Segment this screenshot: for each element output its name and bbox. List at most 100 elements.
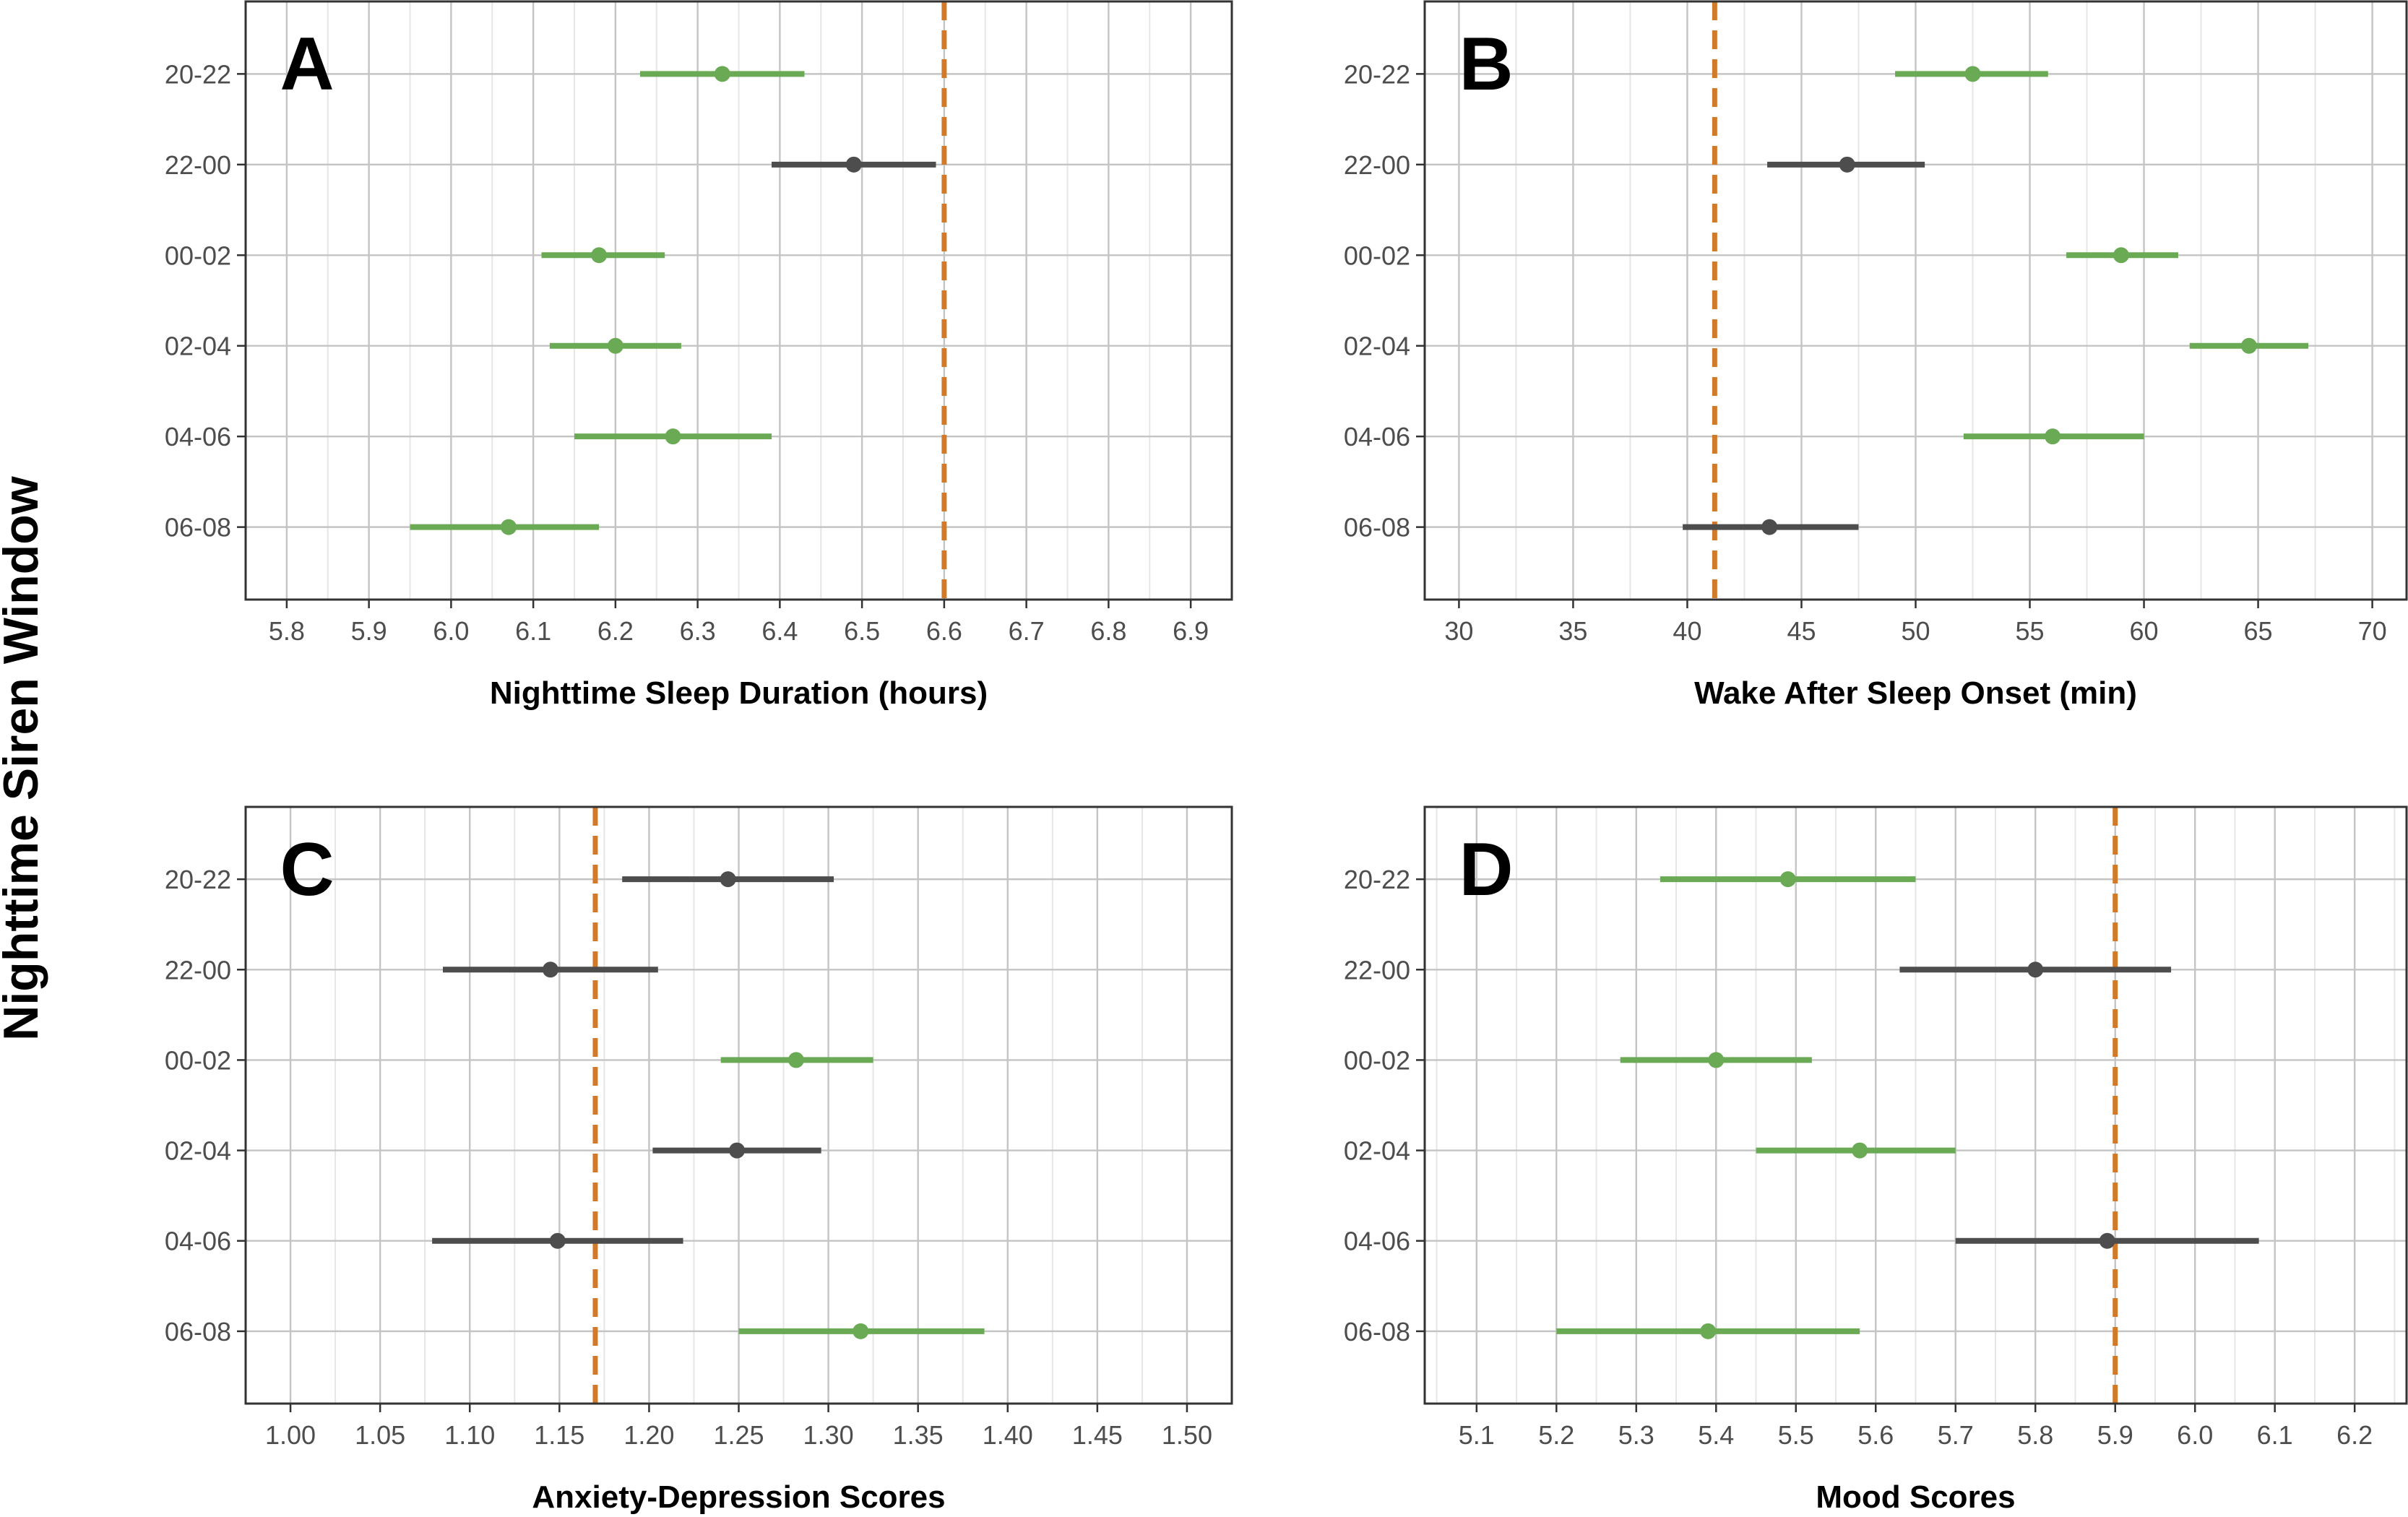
- x-tick-label: 5.9: [351, 616, 387, 646]
- x-tick-label: 5.6: [1857, 1420, 1894, 1450]
- point-estimate-02-04: [1852, 1142, 1868, 1159]
- point-estimate-20-22: [714, 66, 730, 82]
- x-tick-label: 60: [2130, 616, 2159, 646]
- y-tick-label: 04-06: [165, 422, 231, 451]
- point-estimate-22-00: [1839, 156, 1855, 173]
- x-tick-label: 70: [2358, 616, 2387, 646]
- x-tick-label: 1.50: [1162, 1420, 1212, 1450]
- x-tick-label: 40: [1673, 616, 1701, 646]
- point-estimate-04-06: [2099, 1232, 2115, 1249]
- x-tick-label: 1.10: [444, 1420, 495, 1450]
- panel-b: 20-22 22-00 00-02 02-04 04-06 06-08 30 35 40 45 50…: [1344, 0, 2408, 711]
- y-tick-label: 22-00: [1344, 955, 1410, 985]
- y-tick-label: 00-02: [1344, 1045, 1410, 1075]
- y-tick-label: 06-08: [165, 1317, 231, 1347]
- y-tick-label: 02-04: [165, 1136, 231, 1166]
- panel-a: 20-22 22-00 00-02 02-04 04-06 06-08 5.8 5.9 6.0 6…: [165, 0, 1233, 711]
- x-tick-label: 1.25: [713, 1420, 764, 1450]
- point-estimate-00-02: [787, 1052, 804, 1068]
- point-estimate-02-04: [2240, 337, 2257, 354]
- x-tick-label: 1.45: [1072, 1420, 1123, 1450]
- y-tick-label: 22-00: [165, 955, 231, 985]
- point-estimate-00-02: [591, 247, 608, 264]
- y-tick-label: 00-02: [165, 1045, 231, 1075]
- x-tick-label: 6.8: [1090, 616, 1126, 646]
- point-estimate-20-22: [720, 871, 736, 888]
- x-tick-label: 6.0: [433, 616, 469, 646]
- y-tick-label: 22-00: [1344, 150, 1410, 180]
- x-tick-label: 65: [2244, 616, 2273, 646]
- panel-letter: C: [280, 828, 334, 912]
- point-estimate-02-04: [729, 1142, 746, 1159]
- x-tick-label: 5.3: [1618, 1420, 1654, 1450]
- panel-border: [244, 0, 1233, 601]
- point-estimate-00-02: [2113, 247, 2129, 264]
- x-tick-label: 50: [1901, 616, 1930, 646]
- x-tick-label: 6.1: [2257, 1420, 2293, 1450]
- x-tick-label: 6.2: [2336, 1420, 2373, 1450]
- x-tick-label: 6.2: [597, 616, 634, 646]
- panel-d: 20-22 22-00 00-02 02-04 04-06 06-08 5.1 5.2 5.3 5…: [1344, 805, 2408, 1515]
- x-tick-label: 6.4: [761, 616, 798, 646]
- x-tick-label: 1.20: [623, 1420, 674, 1450]
- panel-letter: B: [1459, 22, 1513, 106]
- x-tick-label: 5.7: [1938, 1420, 1974, 1450]
- x-tick-label: 5.2: [1538, 1420, 1574, 1450]
- x-tick-label: 1.15: [534, 1420, 584, 1450]
- x-tick-label: 5.9: [2097, 1420, 2133, 1450]
- y-tick-label: 00-02: [165, 241, 231, 270]
- point-estimate-00-02: [1708, 1052, 1725, 1068]
- x-tick-label: 6.6: [926, 616, 962, 646]
- x-tick-label: 5.8: [269, 616, 305, 646]
- y-tick-label: 04-06: [1344, 1227, 1410, 1256]
- point-estimate-20-22: [1779, 871, 1796, 888]
- x-tick-label: 5.5: [1778, 1420, 1814, 1450]
- point-estimate-20-22: [1964, 66, 1981, 82]
- point-estimate-06-08: [853, 1323, 869, 1339]
- figure-y-axis-label: Nighttime Siren Window: [0, 475, 48, 1040]
- x-tick-label: 1.00: [265, 1420, 316, 1450]
- x-tick-label: 45: [1787, 616, 1816, 646]
- x-tick-label: 6.0: [2177, 1420, 2213, 1450]
- y-tick-label: 06-08: [1344, 513, 1410, 543]
- x-tick-label: 35: [1558, 616, 1587, 646]
- point-estimate-22-00: [2027, 961, 2044, 978]
- x-tick-label: 30: [1444, 616, 1473, 646]
- x-tick-label: 55: [2015, 616, 2044, 646]
- point-estimate-04-06: [549, 1232, 566, 1249]
- x-tick-label: 1.30: [803, 1420, 854, 1450]
- point-estimate-02-04: [607, 337, 623, 354]
- x-tick-label: 6.7: [1009, 616, 1045, 646]
- y-tick-label: 22-00: [165, 150, 231, 180]
- x-tick-label: 6.1: [515, 616, 551, 646]
- y-tick-label: 06-08: [165, 513, 231, 543]
- y-tick-label: 04-06: [165, 1227, 231, 1256]
- point-estimate-06-08: [1761, 519, 1778, 535]
- y-tick-label: 00-02: [1344, 241, 1410, 270]
- point-estimate-22-00: [845, 156, 862, 173]
- x-axis-label: Wake After Sleep Onset (min): [1694, 675, 2137, 711]
- y-tick-label: 20-22: [165, 59, 231, 89]
- x-tick-label: 1.05: [355, 1420, 405, 1450]
- point-estimate-22-00: [542, 961, 558, 978]
- y-tick-label: 02-04: [1344, 332, 1410, 361]
- x-tick-label: 6.5: [844, 616, 880, 646]
- x-tick-label: 1.40: [983, 1420, 1033, 1450]
- x-tick-label: 5.1: [1459, 1420, 1495, 1450]
- x-tick-label: 6.9: [1173, 616, 1209, 646]
- panel-border: [1423, 805, 2408, 1405]
- point-estimate-04-06: [665, 428, 681, 445]
- x-tick-label: 6.3: [680, 616, 716, 646]
- y-tick-label: 04-06: [1344, 422, 1410, 451]
- panel-c: 20-22 22-00 00-02 02-04 04-06 06-08 1.00 1.05 1.…: [165, 805, 1233, 1515]
- y-tick-label: 06-08: [1344, 1317, 1410, 1347]
- y-tick-label: 20-22: [1344, 59, 1410, 89]
- y-tick-label: 20-22: [165, 865, 231, 894]
- x-tick-label: 1.35: [893, 1420, 944, 1450]
- x-axis-label: Anxiety-Depression Scores: [532, 1479, 945, 1515]
- point-estimate-04-06: [2045, 428, 2061, 445]
- panels: 20-22 22-00 00-02 02-04 04-06 06-08 5.8 5.9 6.0 6…: [165, 0, 2408, 1515]
- panel-letter: A: [280, 22, 334, 106]
- x-axis-label: Nighttime Sleep Duration (hours): [490, 675, 988, 711]
